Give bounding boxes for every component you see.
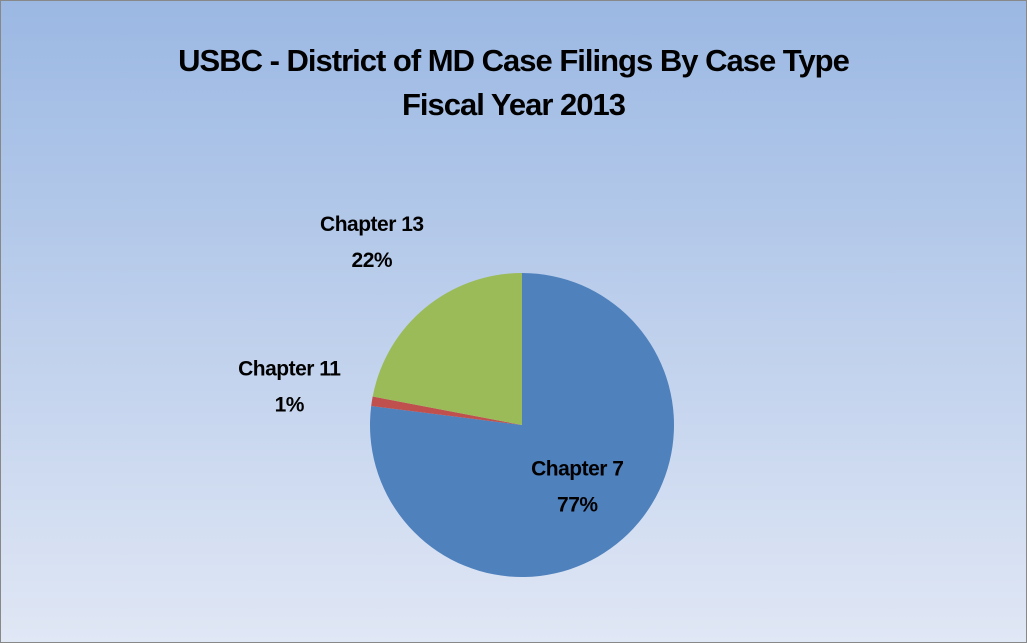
slice-label-value: 77%: [557, 493, 598, 516]
chart-subtitle: Fiscal Year 2013: [401, 87, 626, 122]
slice-label-name: Chapter 13: [320, 213, 424, 236]
titles: USBC - District of MD Case Filings By Ca…: [1, 39, 1026, 127]
slice-label-name: Chapter 7: [531, 457, 623, 480]
slice-label-value: 22%: [352, 249, 393, 272]
slice-label-name: Chapter 11: [238, 358, 341, 381]
pie-slice: [371, 396, 522, 425]
slice-label-value: 1%: [275, 394, 305, 417]
chart-title: USBC - District of MD Case Filings By Ca…: [178, 43, 850, 78]
pie-slice: [372, 273, 522, 425]
